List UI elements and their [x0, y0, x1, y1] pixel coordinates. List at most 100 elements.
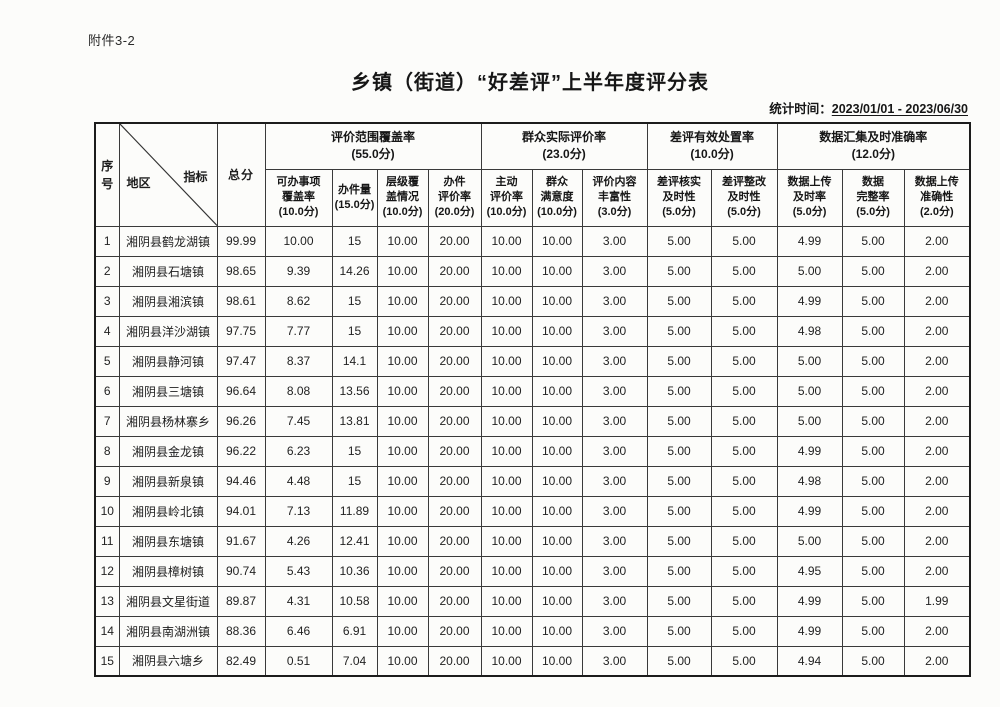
table-row: 1 湘阴县鹤龙湖镇 99.99 10.00 15 10.00 20.00 10.00 10.00… — [94, 225, 971, 257]
table-row: 14 湘阴县南湖洲镇 88.36 6.46 6.91 10.00 20.00 10.00 10.… — [94, 615, 971, 647]
row-value: 5.00 — [841, 375, 905, 407]
row-value: 3.00 — [581, 495, 648, 527]
row-value: 99.99 — [216, 225, 266, 257]
group-score: (12.0分) — [851, 147, 895, 162]
row-value: 10.00 — [480, 225, 533, 257]
row-value: 2.00 — [903, 435, 971, 467]
row-value: 5.00 — [646, 345, 712, 377]
header-corner: 地区 指标 — [118, 122, 218, 227]
row-value: 10.00 — [531, 315, 583, 347]
corner-region-label: 地区 — [126, 176, 151, 190]
row-value: 4.95 — [776, 555, 843, 587]
row-value: 10.00 — [531, 495, 583, 527]
row-value: 98.61 — [216, 285, 266, 317]
group-score: (10.0分) — [690, 147, 734, 162]
row-value: 20.00 — [427, 525, 482, 557]
row-value: 91.67 — [216, 525, 266, 557]
row-value: 10.00 — [376, 285, 429, 317]
row-value: 5.00 — [841, 615, 905, 647]
table-body: 1 湘阴县鹤龙湖镇 99.99 10.00 15 10.00 20.00 10.00 10.00… — [94, 225, 971, 677]
row-value: 5.00 — [710, 375, 778, 407]
row-value: 15 — [331, 225, 378, 257]
row-value: 10.00 — [480, 645, 533, 677]
row-value: 13.81 — [331, 405, 378, 437]
row-seq: 8 — [94, 435, 120, 467]
row-value: 4.26 — [264, 525, 333, 557]
row-value: 82.49 — [216, 645, 266, 677]
header-group-data: 数据汇集及时准确率 (12.0分) — [776, 122, 971, 170]
row-seq: 3 — [94, 285, 120, 317]
row-value: 10.00 — [480, 585, 533, 617]
row-value: 10.00 — [480, 285, 533, 317]
row-region: 湘阴县六塘乡 — [118, 645, 218, 677]
diagonal-line — [120, 124, 216, 225]
row-value: 3.00 — [581, 255, 648, 287]
table-row: 4 湘阴县洋沙湖镇 97.75 7.77 15 10.00 20.00 10.00 10.00 3… — [94, 315, 971, 347]
row-seq: 4 — [94, 315, 120, 347]
row-value: 5.00 — [710, 435, 778, 467]
subheader-verify-timeliness: 差评核实 及时性 (5.0分) — [646, 168, 712, 227]
header-seq: 序 号 — [94, 122, 120, 227]
row-value: 6.23 — [264, 435, 333, 467]
row-value: 10.00 — [480, 465, 533, 497]
row-region: 湘阴县洋沙湖镇 — [118, 315, 218, 347]
row-value: 5.00 — [710, 585, 778, 617]
row-value: 96.22 — [216, 435, 266, 467]
row-value: 5.00 — [841, 645, 905, 677]
table-row: 7 湘阴县杨林寨乡 96.26 7.45 13.81 10.00 20.00 10.00 10.… — [94, 405, 971, 437]
row-value: 0.51 — [264, 645, 333, 677]
row-value: 3.00 — [581, 285, 648, 317]
row-value: 5.00 — [841, 435, 905, 467]
subheader-satisfaction: 群众 满意度 (10.0分) — [531, 168, 583, 227]
group-label: 差评有效处置率 — [670, 129, 755, 144]
row-value: 8.62 — [264, 285, 333, 317]
table-row: 8 湘阴县金龙镇 96.22 6.23 15 10.00 20.00 10.00 10.00 3.… — [94, 435, 971, 467]
score-table: 序 号 地区 指标 总分 评价范围覆盖率 (55.0分) 群众实际评价率 (23… — [94, 122, 972, 677]
row-value: 7.04 — [331, 645, 378, 677]
row-value: 4.31 — [264, 585, 333, 617]
row-value: 96.26 — [216, 405, 266, 437]
row-value: 10.00 — [480, 525, 533, 557]
row-value: 10.00 — [531, 285, 583, 317]
table-row: 5 湘阴县静河镇 97.47 8.37 14.1 10.00 20.00 10.00 10.00… — [94, 345, 971, 377]
subheader-active-eval-rate: 主动 评价率 (10.0分) — [480, 168, 533, 227]
row-value: 5.00 — [841, 525, 905, 557]
row-value: 4.94 — [776, 645, 843, 677]
row-value: 5.00 — [710, 405, 778, 437]
row-value: 5.00 — [646, 375, 712, 407]
row-region: 湘阴县樟树镇 — [118, 555, 218, 587]
row-seq: 9 — [94, 465, 120, 497]
header-group-bad-review: 差评有效处置率 (10.0分) — [646, 122, 778, 170]
row-value: 97.75 — [216, 315, 266, 347]
subheader-upload-accuracy: 数据上传 准确性 (2.0分) — [903, 168, 971, 227]
row-value: 20.00 — [427, 375, 482, 407]
row-value: 5.00 — [710, 525, 778, 557]
row-value: 10.00 — [376, 375, 429, 407]
row-value: 4.99 — [776, 225, 843, 257]
row-value: 5.00 — [710, 555, 778, 587]
row-value: 10.00 — [531, 585, 583, 617]
table-row: 12 湘阴县樟树镇 90.74 5.43 10.36 10.00 20.00 10.00 10.… — [94, 555, 971, 587]
row-value: 5.00 — [710, 315, 778, 347]
row-value: 5.00 — [646, 405, 712, 437]
row-value: 90.74 — [216, 555, 266, 587]
row-value: 98.65 — [216, 255, 266, 287]
table-row: 10 湘阴县岭北镇 94.01 7.13 11.89 10.00 20.00 10.00 10.… — [94, 495, 971, 527]
row-value: 5.00 — [841, 285, 905, 317]
subheader-content-richness: 评价内容 丰富性 (3.0分) — [581, 168, 648, 227]
row-value: 4.99 — [776, 615, 843, 647]
row-value: 3.00 — [581, 435, 648, 467]
row-value: 20.00 — [427, 255, 482, 287]
row-value: 15 — [331, 315, 378, 347]
subheader-level-coverage: 层级覆 盖情况 (10.0分) — [376, 168, 429, 227]
row-value: 20.00 — [427, 225, 482, 257]
row-value: 5.00 — [710, 615, 778, 647]
subheader-case-eval-rate: 办件 评价率 (20.0分) — [427, 168, 482, 227]
subheader-rectify-timeliness: 差评整改 及时性 (5.0分) — [710, 168, 778, 227]
row-value: 5.00 — [646, 615, 712, 647]
table-row: 11 湘阴县东塘镇 91.67 4.26 12.41 10.00 20.00 10.00 10.… — [94, 525, 971, 557]
row-value: 2.00 — [903, 615, 971, 647]
row-value: 5.00 — [646, 645, 712, 677]
row-value: 10.36 — [331, 555, 378, 587]
row-region: 湘阴县湘滨镇 — [118, 285, 218, 317]
